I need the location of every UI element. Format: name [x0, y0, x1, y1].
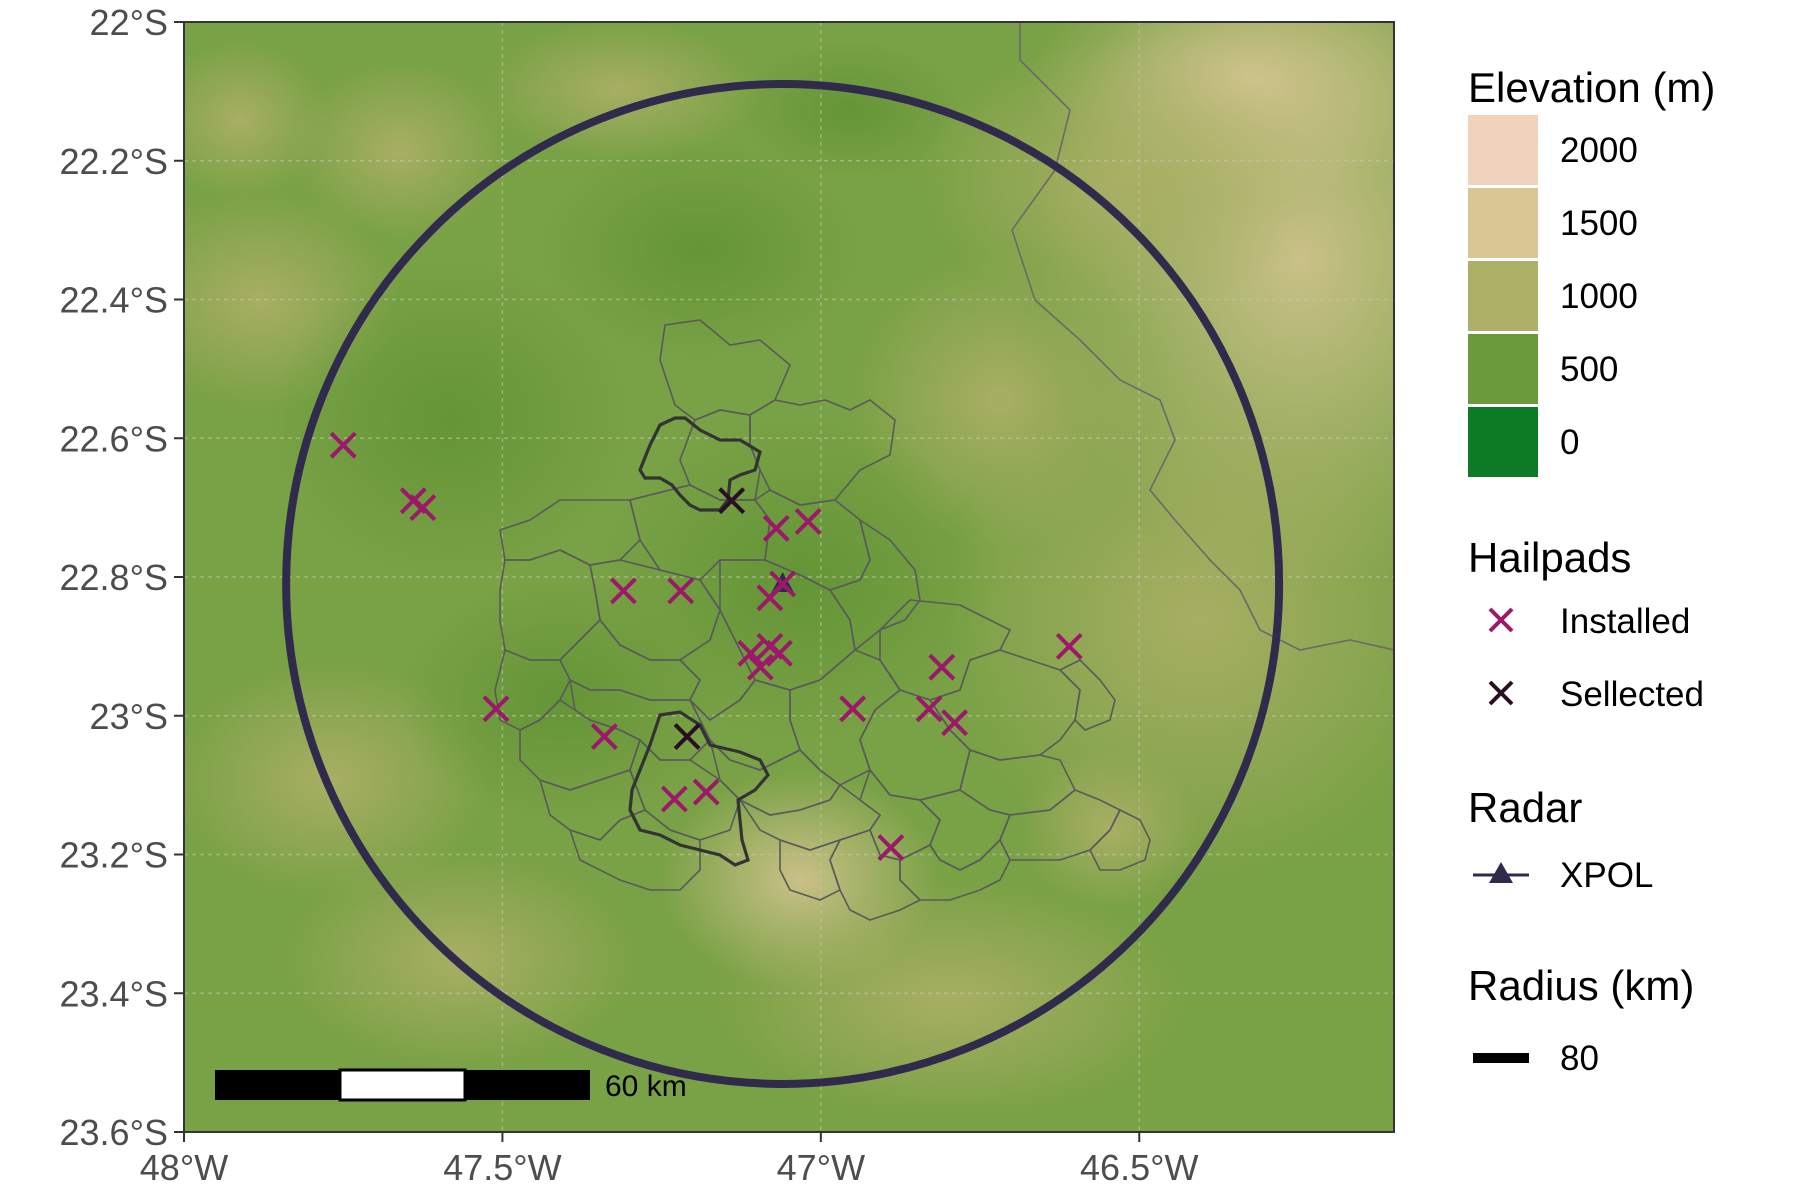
- x-tick-label-2: 47°W: [777, 1147, 865, 1188]
- selected-municipalities: [628, 416, 770, 867]
- legend-label-selected: Sellected: [1560, 675, 1704, 714]
- hailpad-installed-22: [877, 834, 905, 861]
- hailpad-installed-13: [482, 695, 510, 723]
- elevation-label-0: 0: [1560, 423, 1579, 462]
- hailpad-installed-21: [1055, 632, 1083, 660]
- elevation-swatch-1000: [1468, 261, 1538, 331]
- hailpad-installed-15: [660, 785, 688, 813]
- hailpad-installed-5: [762, 515, 790, 542]
- x-tick-label-0: 48°W: [140, 1147, 228, 1188]
- elevation-label-2000: 2000: [1560, 131, 1638, 170]
- hailpad-installed-11: [766, 639, 793, 667]
- x-tick-label-3: 46.5°W: [1080, 1147, 1198, 1188]
- scale-bar-segment-3: [465, 1070, 590, 1100]
- installed-marker-icon: [1488, 607, 1514, 633]
- y-tick-label-0: 22°S: [90, 2, 168, 43]
- y-tick-label-7: 23.4°S: [60, 973, 168, 1014]
- legend-key-installed: Installed: [1488, 602, 1690, 641]
- y-tick-label-6: 23.2°S: [60, 835, 168, 876]
- state-border: [1011, 22, 1394, 651]
- legend-label-radar: XPOL: [1560, 856, 1653, 895]
- scale-bar-segment-2: [338, 1068, 467, 1102]
- y-tick-label-3: 22.6°S: [60, 418, 168, 459]
- elevation-label-500: 500: [1560, 350, 1618, 389]
- legend-label-installed: Installed: [1560, 602, 1690, 641]
- legend-title-hailpads: Hailpads: [1468, 534, 1631, 581]
- y-tick-label-2: 22.4°S: [60, 280, 168, 321]
- hailpad-installed-2: [409, 494, 437, 522]
- legend-title-radar: Radar: [1468, 784, 1582, 831]
- selected-marker-icon: [1488, 680, 1514, 706]
- axes: 48°W 47.5°W 47°W 46.5°W 22°S 22.2°S 22.4°S 22.6…: [60, 2, 1199, 1188]
- y-tick-label-4: 22.8°S: [60, 557, 168, 598]
- hailpad-selected-0: [718, 487, 746, 515]
- legend-key-radius: 80: [1473, 1039, 1599, 1078]
- elevation-swatch-500: [1468, 334, 1538, 404]
- hailpad-installed-9: [737, 639, 765, 667]
- hailpad-installed-0: [329, 431, 357, 459]
- elevation-legend-keys: 2000 1500 1000 500 0: [1468, 115, 1638, 477]
- elevation-label-1000: 1000: [1560, 277, 1638, 316]
- elevation-swatch-0: [1468, 407, 1538, 477]
- hailpad-installed-6: [794, 508, 822, 535]
- scale-bar: 60 km: [215, 1068, 687, 1103]
- scale-bar-label: 60 km: [605, 1070, 687, 1103]
- legend-title-elevation: Elevation (m): [1468, 64, 1715, 111]
- elevation-label-1500: 1500: [1560, 204, 1638, 243]
- elevation-swatch-2000: [1468, 115, 1538, 185]
- hailpad-installed-12: [746, 653, 774, 681]
- radar-triangle-icon: [1489, 862, 1513, 883]
- elevation-raster: [184, 22, 1394, 1132]
- x-tick-label-1: 47.5°W: [443, 1147, 561, 1188]
- radius-ring: [282, 79, 1284, 1088]
- hailpad-installed-19: [941, 709, 968, 737]
- elevation-swatch-1500: [1468, 188, 1538, 258]
- hailpad-installed-3: [610, 577, 637, 605]
- hailpad-installed-4: [667, 577, 695, 605]
- y-tick-label-8: 23.6°S: [60, 1112, 168, 1153]
- legend-title-radius: Radius (km): [1468, 962, 1694, 1009]
- hailpad-installed-16: [692, 778, 720, 806]
- hailpad-installed-20: [928, 653, 956, 681]
- hailpad-installed-17: [839, 695, 867, 723]
- y-tick-label-1: 22.2°S: [60, 141, 168, 182]
- hailpad-selected-1: [673, 723, 701, 750]
- hailpad-installed-8: [756, 584, 784, 612]
- legend-label-radius: 80: [1560, 1039, 1599, 1078]
- hailpad-installed-14: [590, 723, 618, 750]
- legend-key-radar: XPOL: [1473, 856, 1653, 895]
- hailpad-points: [329, 431, 1083, 861]
- legend-key-selected: Sellected: [1488, 675, 1704, 714]
- hailpad-installed-18: [915, 695, 943, 723]
- scale-bar-segment-1: [215, 1070, 340, 1100]
- y-tick-label-5: 23°S: [90, 696, 168, 737]
- radar-radius-circle: [282, 79, 1284, 1088]
